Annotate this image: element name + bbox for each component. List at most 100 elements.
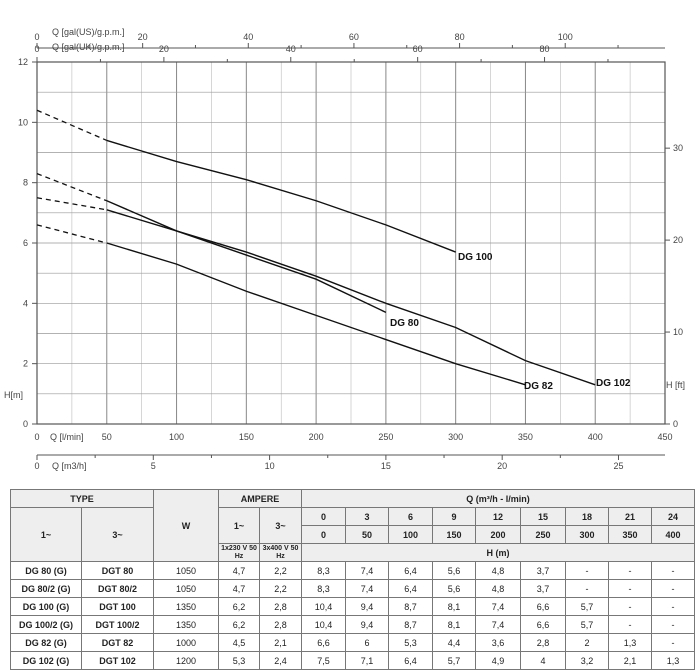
curve-label: DG 82: [524, 381, 553, 392]
us-tick-label: 40: [243, 32, 253, 42]
head-value: -: [651, 561, 695, 580]
q-m3h: 0: [301, 507, 346, 526]
ampere-header: AMPERE: [218, 489, 302, 508]
head-value: 6,6: [520, 597, 566, 616]
table-row: DG 102 (G) DGT 102 1200 5,3 2,4 7,5 7,1 6,4 5,7 4…: [10, 651, 695, 670]
head-value: -: [651, 597, 695, 616]
curve-dashed-dg-102: [36, 197, 107, 211]
y-tick-label: 0: [23, 419, 28, 429]
curve-dg-80: [106, 200, 387, 314]
table-cell: 3~: [81, 507, 154, 562]
table-row: TYPE W AMPERE Q (m³/h - l/min): [10, 489, 695, 562]
curve-dg-82: [106, 242, 526, 386]
curve-dashed-dg-100: [36, 109, 108, 142]
type-3ph: DGT 80: [81, 561, 154, 580]
head-value: -: [651, 633, 695, 652]
curve-dashed-dg-82: [36, 224, 107, 244]
type-1ph: DG 100 (G): [10, 597, 82, 616]
head-value: 1,3: [608, 633, 652, 652]
type-3ph: DGT 80/2: [81, 579, 154, 598]
head-value: -: [651, 615, 695, 634]
table-row: DG 80/2 (G) DGT 80/2 1050 4,7 2,2 8,3 7,4 6,4 5,…: [10, 579, 695, 598]
table-cell: 4,7: [218, 579, 260, 598]
table-cell: 2,1: [259, 633, 302, 652]
table-cell: 1000: [153, 633, 219, 652]
y-right-tick-label: 20: [673, 235, 683, 245]
table-cell: 2,8: [259, 615, 302, 634]
uk-tick-label: 20: [159, 44, 169, 54]
table-row: 0 50 100 150 200 250 300 350 400: [11, 525, 695, 544]
q-lmin: 100: [388, 525, 433, 544]
y-tick-label: 2: [23, 359, 28, 369]
m3h-tick-label: 10: [265, 461, 275, 471]
head-value: -: [565, 561, 609, 580]
head-value: 4,8: [475, 579, 521, 598]
curve-dg-102: [106, 209, 596, 386]
q-lmin: 250: [520, 525, 566, 544]
y-axis-label: H[m]: [4, 390, 23, 400]
y-tick-label: 8: [23, 178, 28, 188]
head-value: 7,4: [475, 615, 521, 634]
q-m3h: 18: [565, 507, 609, 526]
head-value: 7,4: [475, 597, 521, 616]
y-right-axis-label: H [ft]: [666, 380, 685, 390]
head-value: 8,1: [432, 597, 476, 616]
curve-dashed-dg-80: [36, 173, 108, 202]
head-value: 3,7: [520, 579, 566, 598]
head-value: 8,3: [301, 579, 346, 598]
type-3ph: DGT 102: [81, 651, 154, 670]
us-tick-label: 100: [558, 32, 573, 42]
head-value: 5,7: [432, 651, 476, 670]
q-header: Q (m³/h - l/min): [301, 489, 695, 508]
q-lmin: 200: [475, 525, 521, 544]
y-right-tick-label: 30: [673, 143, 683, 153]
head-value: 7,4: [345, 579, 389, 598]
head-value: 6,6: [520, 615, 566, 634]
uk-tick-label: 80: [540, 44, 550, 54]
head-value: 5,7: [565, 597, 609, 616]
us-tick-label: 60: [349, 32, 359, 42]
x-tick-label: 150: [239, 432, 254, 442]
table-row: DG 80 (G) DGT 80 1050 4,7 2,2 8,3 7,4 6,4 5,6 4,8…: [10, 561, 695, 580]
type-1ph: DG 80/2 (G): [10, 579, 82, 598]
head-value: 5,7: [565, 615, 609, 634]
head-value: -: [608, 597, 652, 616]
m3h-tick-label: 20: [497, 461, 507, 471]
head-value: -: [565, 579, 609, 598]
type-1ph: DG 82 (G): [10, 633, 82, 652]
q-lmin: 150: [432, 525, 476, 544]
table-row: 1~ 3~ 1~ 3~ 0 3 6 9 12 15 18 21 24: [10, 507, 695, 562]
table-cell: 1350: [153, 615, 219, 634]
x-tick-label: 300: [448, 432, 463, 442]
us-tick-label: 0: [34, 32, 39, 42]
table-cell: 2,2: [259, 579, 302, 598]
table-cell: 2,2: [259, 561, 302, 580]
table-row: DG 82 (G) DGT 82 1000 4,5 2,1 6,6 6 5,3 4,4 3,6 2,…: [10, 633, 695, 652]
x-tick-label: 100: [169, 432, 184, 442]
head-value: 6,4: [388, 579, 433, 598]
head-value: 6: [345, 633, 389, 652]
head-value: 6,6: [301, 633, 346, 652]
type-1ph: DG 100/2 (G): [10, 615, 82, 634]
uk-tick-label: 40: [286, 44, 296, 54]
head-value: 5,6: [432, 561, 476, 580]
m3h-axis-label: Q [m3/h]: [52, 461, 87, 471]
x-tick-label: 400: [588, 432, 603, 442]
table-cell: 1~: [10, 507, 82, 562]
head-value: 4,9: [475, 651, 521, 670]
head-value: -: [608, 561, 652, 580]
head-value: 2,8: [520, 633, 566, 652]
x-tick-label: 0: [34, 432, 39, 442]
q-m3h: 9: [432, 507, 476, 526]
head-value: 10,4: [301, 615, 346, 634]
head-value: 8,3: [301, 561, 346, 580]
table-row: DG 100/2 (G) DGT 100/2 1350 6,2 2,8 10,4 9,4 8,…: [10, 615, 695, 634]
m3h-tick-label: 5: [151, 461, 156, 471]
table-cell: 1200: [153, 651, 219, 670]
q-m3h: 3: [345, 507, 389, 526]
type-3ph: DGT 100: [81, 597, 154, 616]
h-header: H (m): [301, 543, 695, 562]
y-tick-label: 4: [23, 298, 28, 308]
type-3ph: DGT 100/2: [81, 615, 154, 634]
